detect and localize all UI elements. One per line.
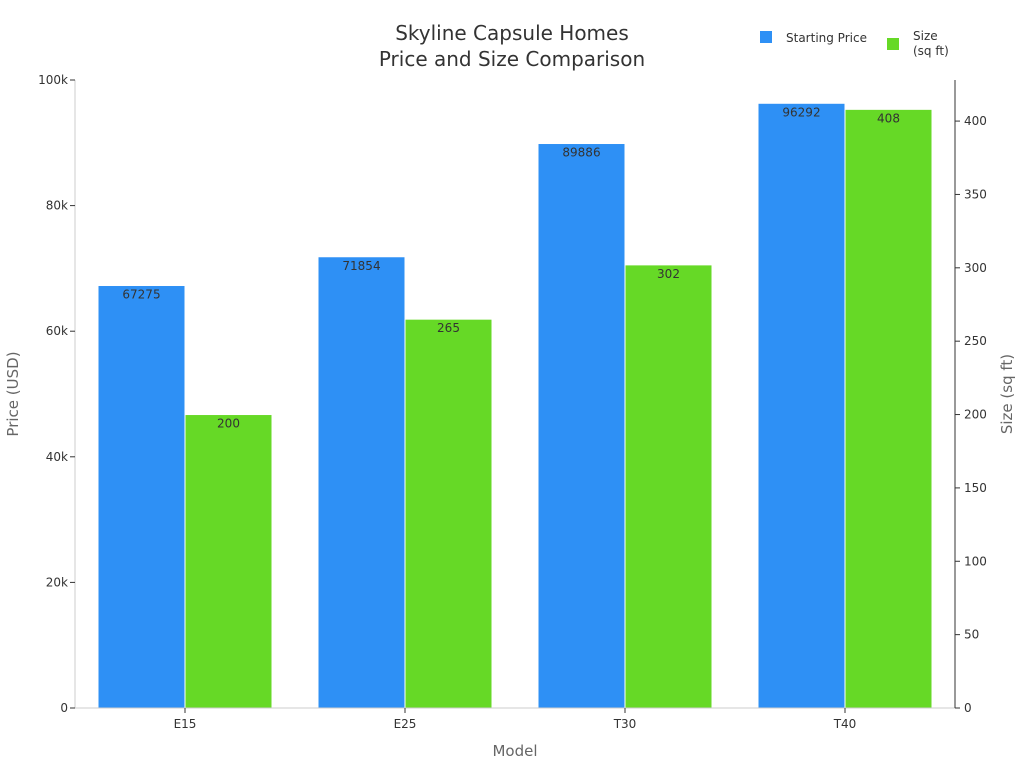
- data-label: 96292: [782, 105, 820, 119]
- y-axis-right-title: Size (sq ft): [998, 354, 1016, 434]
- data-label: 408: [877, 111, 900, 125]
- bar: [317, 256, 406, 709]
- chart-title-line: Skyline Capsule Homes: [395, 21, 629, 45]
- bar: [404, 318, 493, 709]
- legend: Starting Price Size (sq ft): [760, 29, 949, 58]
- y-left-tick-label: 80k: [46, 199, 68, 213]
- y-right-tick-label: 300: [964, 261, 987, 275]
- bar: [624, 264, 713, 709]
- y-axis-left-title: Price (USD): [4, 351, 22, 436]
- data-label: 200: [217, 417, 240, 431]
- y-right-tick-label: 200: [964, 408, 987, 422]
- y-right-tick-label: 100: [964, 554, 987, 568]
- chart-title-line: Price and Size Comparison: [379, 47, 645, 71]
- y-right-tick-label: 0: [964, 701, 972, 715]
- x-tick-label: T30: [613, 717, 637, 731]
- x-tick-label: T40: [833, 717, 857, 731]
- data-label: 71854: [342, 259, 380, 273]
- y-left-tick-label: 20k: [46, 575, 68, 589]
- x-tick-label: E25: [394, 717, 417, 731]
- plot-area: 67275 200 71854 265 89886 302 96292 408: [97, 102, 933, 709]
- legend-label: Starting Price: [786, 31, 867, 45]
- y-right-tick-label: 50: [964, 628, 979, 642]
- legend-swatch: [887, 38, 899, 50]
- axes: 0 20k 40k 60k 80k 100k 0 50 100 150 200 250 300 350 40…: [38, 73, 987, 731]
- bar: [184, 414, 273, 709]
- data-label: 265: [437, 321, 460, 335]
- y-right-tick-label: 150: [964, 481, 987, 495]
- legend-label: Size (sq ft): [913, 29, 949, 58]
- data-label: 89886: [562, 146, 600, 160]
- data-label: 302: [657, 267, 680, 281]
- y-left-tick-label: 40k: [46, 450, 68, 464]
- bar: [757, 102, 846, 709]
- y-right-tick-label: 400: [964, 114, 987, 128]
- bar: [97, 285, 186, 709]
- x-axis-title: Model: [492, 742, 537, 760]
- data-label: 67275: [122, 288, 160, 302]
- y-left-tick-label: 60k: [46, 324, 68, 338]
- bar: [537, 143, 626, 709]
- y-right-tick-label: 250: [964, 334, 987, 348]
- y-left-tick-label: 0: [60, 701, 68, 715]
- x-tick-label: E15: [174, 717, 197, 731]
- y-right-tick-label: 350: [964, 187, 987, 201]
- legend-swatch: [760, 31, 772, 43]
- y-left-tick-label: 100k: [38, 73, 68, 87]
- bar: [844, 108, 933, 709]
